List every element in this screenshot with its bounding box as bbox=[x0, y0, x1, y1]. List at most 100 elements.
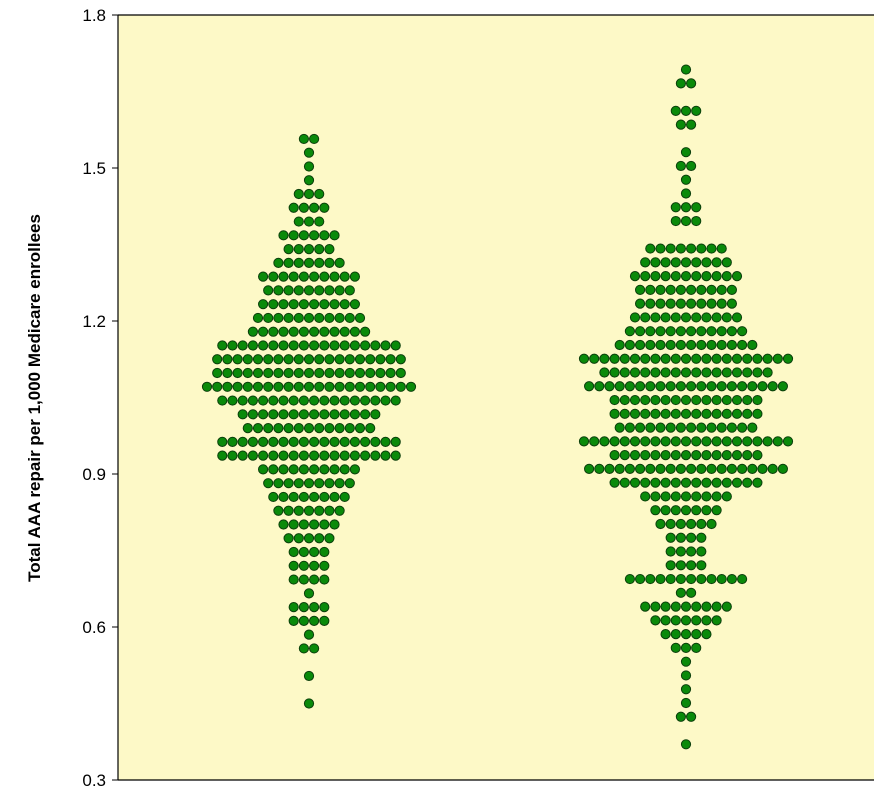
data-point bbox=[701, 408, 712, 419]
data-point bbox=[619, 367, 630, 378]
data-point bbox=[344, 312, 355, 324]
data-point bbox=[650, 271, 661, 282]
data-point bbox=[339, 271, 350, 282]
data-point bbox=[319, 519, 330, 530]
data-point bbox=[375, 354, 386, 365]
data-point bbox=[247, 326, 258, 337]
data-point bbox=[650, 408, 661, 419]
data-point bbox=[711, 257, 722, 268]
data-point bbox=[762, 367, 773, 378]
data-point bbox=[691, 601, 702, 612]
data-point bbox=[319, 299, 330, 310]
data-point bbox=[263, 354, 274, 365]
data-point bbox=[726, 381, 738, 392]
data-point bbox=[278, 464, 289, 475]
data-point bbox=[675, 532, 687, 543]
data-point bbox=[365, 423, 376, 434]
data-point bbox=[324, 533, 335, 544]
data-point bbox=[645, 422, 656, 433]
data-point bbox=[273, 423, 284, 434]
data-point bbox=[711, 367, 722, 378]
data-point bbox=[645, 573, 656, 585]
data-point bbox=[686, 78, 697, 89]
data-point bbox=[680, 64, 692, 75]
data-point bbox=[696, 326, 707, 337]
data-point bbox=[354, 423, 366, 434]
data-point bbox=[701, 629, 712, 640]
data-point bbox=[237, 395, 248, 406]
data-point bbox=[619, 477, 630, 488]
data-point bbox=[726, 463, 738, 474]
data-point bbox=[660, 505, 671, 516]
data-point bbox=[298, 395, 309, 406]
data-point bbox=[303, 588, 315, 599]
data-point bbox=[283, 533, 294, 544]
data-point bbox=[665, 422, 676, 433]
data-point bbox=[599, 367, 610, 378]
data-point bbox=[680, 491, 692, 502]
data-point bbox=[691, 271, 702, 282]
data-point bbox=[670, 353, 681, 364]
data-point bbox=[762, 436, 773, 447]
data-point bbox=[268, 395, 279, 406]
data-point bbox=[655, 422, 666, 433]
y-tick-label: 0.6 bbox=[82, 618, 106, 637]
series-1-points bbox=[201, 133, 417, 709]
data-point bbox=[716, 326, 727, 337]
data-point bbox=[599, 353, 610, 364]
data-point bbox=[283, 285, 294, 296]
data-point bbox=[752, 367, 763, 378]
data-point bbox=[319, 271, 330, 282]
data-point bbox=[721, 394, 732, 406]
data-point bbox=[726, 573, 738, 585]
data-point bbox=[686, 518, 697, 530]
data-point bbox=[380, 395, 391, 406]
data-point bbox=[686, 298, 697, 309]
data-point bbox=[706, 518, 717, 530]
data-point bbox=[670, 257, 681, 268]
data-point bbox=[268, 491, 279, 503]
data-point bbox=[268, 464, 279, 475]
data-point bbox=[293, 367, 304, 379]
data-point bbox=[258, 299, 269, 310]
data-point bbox=[640, 271, 651, 282]
data-point bbox=[670, 601, 681, 612]
data-point bbox=[258, 450, 269, 461]
data-point bbox=[680, 601, 692, 612]
data-point bbox=[655, 463, 666, 474]
data-point bbox=[268, 326, 279, 337]
data-point bbox=[619, 450, 630, 461]
data-point bbox=[385, 367, 396, 379]
data-point bbox=[680, 408, 692, 419]
data-point bbox=[303, 285, 315, 296]
data-point bbox=[278, 409, 289, 420]
data-point bbox=[691, 394, 702, 406]
data-point bbox=[370, 395, 381, 406]
data-point bbox=[726, 339, 738, 351]
data-point bbox=[650, 450, 661, 461]
data-point bbox=[319, 409, 330, 420]
data-point bbox=[273, 381, 284, 392]
data-point bbox=[395, 354, 406, 365]
data-point bbox=[635, 326, 646, 337]
data-point bbox=[263, 423, 274, 434]
data-point bbox=[696, 284, 707, 295]
data-point bbox=[324, 257, 335, 268]
data-point bbox=[360, 436, 371, 447]
data-point bbox=[319, 395, 330, 406]
data-point bbox=[314, 188, 325, 200]
data-point bbox=[640, 491, 651, 502]
data-point bbox=[288, 271, 299, 282]
data-point bbox=[711, 353, 722, 364]
data-point bbox=[675, 78, 687, 89]
data-point bbox=[645, 243, 656, 254]
data-point bbox=[711, 477, 722, 488]
data-point bbox=[283, 367, 294, 379]
data-point bbox=[405, 381, 417, 392]
data-point bbox=[319, 546, 330, 558]
data-point bbox=[334, 381, 345, 392]
data-point bbox=[721, 257, 732, 268]
data-point bbox=[665, 381, 676, 392]
data-point bbox=[670, 629, 681, 640]
data-point bbox=[686, 532, 697, 543]
